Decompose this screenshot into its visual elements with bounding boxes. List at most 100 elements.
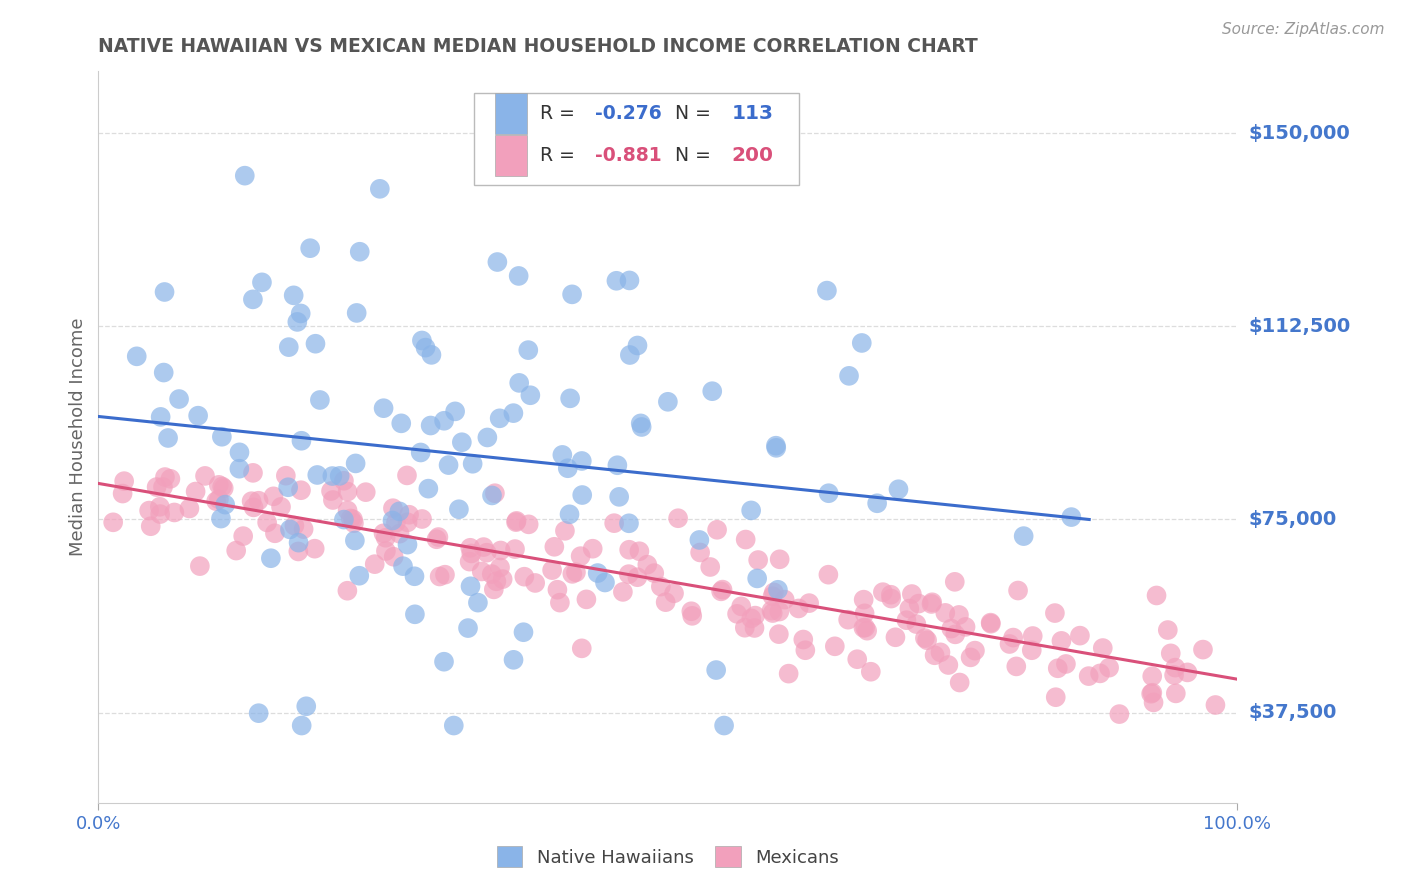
Mexicans [921,595,943,609]
Legend: Native Hawaiians, Mexicans: Native Hawaiians, Mexicans [489,839,846,874]
Native Hawaiians [247,706,270,721]
Mexicans [427,530,450,544]
Mexicans [336,484,359,499]
Text: -0.276: -0.276 [595,103,662,123]
Native Hawaiians [657,394,679,409]
Native Hawaiians [1060,510,1083,524]
Native Hawaiians [838,368,860,383]
Mexicans [582,541,605,556]
Native Hawaiians [233,169,256,183]
Mexicans [212,481,235,495]
Mexicans [388,526,411,541]
Native Hawaiians [283,288,305,302]
Mexicans [734,621,756,635]
Text: N =: N = [675,103,717,123]
Mexicans [242,500,264,515]
Native Hawaiians [557,461,579,475]
Mexicans [426,533,449,547]
Native Hawaiians [211,430,233,444]
Mexicans [304,541,326,556]
Mexicans [963,643,986,657]
Mexicans [396,516,419,530]
Mexicans [852,621,875,635]
Mexicans [636,558,658,572]
Native Hawaiians [488,411,510,425]
Native Hawaiians [404,607,426,622]
Mexicans [666,511,689,525]
Mexicans [343,516,366,531]
Native Hawaiians [209,511,232,525]
Mexicans [943,574,966,589]
Text: NATIVE HAWAIIAN VS MEXICAN MEDIAN HOUSEHOLD INCOME CORRELATION CHART: NATIVE HAWAIIAN VS MEXICAN MEDIAN HOUSEH… [98,37,979,56]
Native Hawaiians [290,434,312,448]
Mexicans [1091,640,1114,655]
Mexicans [111,486,134,500]
Mexicans [1160,646,1182,660]
Native Hawaiians [740,503,762,517]
Mexicans [481,567,503,582]
Native Hawaiians [571,488,593,502]
Mexicans [1045,690,1067,705]
Mexicans [959,650,981,665]
Mexicans [761,604,783,618]
Mexicans [382,549,405,564]
Native Hawaiians [321,469,343,483]
Native Hawaiians [817,486,839,500]
Mexicans [208,492,231,507]
Native Hawaiians [517,343,540,358]
Mexicans [472,540,495,554]
Mexicans [699,560,721,574]
Native Hawaiians [512,625,534,640]
Mexicans [561,566,583,581]
Native Hawaiians [481,488,503,502]
Native Hawaiians [702,384,724,399]
Native Hawaiians [607,490,630,504]
Mexicans [242,466,264,480]
Mexicans [778,666,800,681]
Native Hawaiians [508,376,530,390]
Mexicans [980,615,1002,630]
Mexicans [915,633,938,648]
Native Hawaiians [605,274,627,288]
Native Hawaiians [447,502,470,516]
Native Hawaiians [285,315,308,329]
Native Hawaiians [433,655,456,669]
Native Hawaiians [228,461,250,475]
Mexicans [354,485,377,500]
Mexicans [159,472,181,486]
Mexicans [1164,686,1187,700]
Mexicans [980,616,1002,631]
Native Hawaiians [415,341,437,355]
Mexicans [1088,666,1111,681]
Native Hawaiians [558,392,581,406]
Native Hawaiians [444,404,467,418]
Native Hawaiians [747,571,769,585]
Mexicans [333,474,356,488]
Native Hawaiians [461,457,484,471]
Text: $150,000: $150,000 [1249,124,1350,143]
Mexicans [139,519,162,533]
Mexicans [1069,629,1091,643]
Mexicans [571,641,593,656]
Native Hawaiians [558,508,581,522]
Mexicans [101,516,124,530]
Mexicans [336,503,359,517]
Mexicans [184,484,207,499]
Mexicans [711,582,734,597]
Native Hawaiians [396,538,419,552]
Native Hawaiians [278,522,301,536]
Native Hawaiians [329,468,352,483]
Mexicans [938,658,960,673]
Mexicans [896,613,918,627]
Mexicans [921,597,943,611]
Mexicans [145,480,167,494]
Mexicans [429,569,451,583]
Mexicans [856,624,879,638]
Native Hawaiians [290,306,312,320]
Native Hawaiians [277,480,299,494]
Mexicans [617,542,640,557]
Mexicans [458,541,481,555]
Native Hawaiians [815,284,838,298]
Mexicans [1140,687,1163,701]
Mexicans [650,580,672,594]
